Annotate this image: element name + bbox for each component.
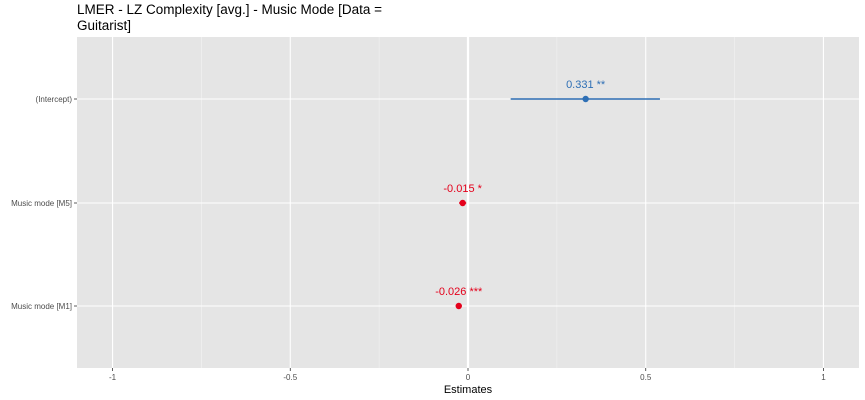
- estimate-point: [455, 302, 462, 310]
- estimate-label: 0.331 **: [566, 79, 606, 91]
- x-tick-label: -0.5: [283, 373, 297, 382]
- estimate-point: [459, 199, 466, 207]
- estimate-label: -0.026 ***: [435, 286, 483, 298]
- estimate-label: -0.015 *: [443, 183, 482, 195]
- y-tick-label: (Intercept): [36, 95, 73, 104]
- x-tick-label: 0: [466, 373, 471, 382]
- x-tick-label: -1: [109, 373, 117, 382]
- x-axis-title: Estimates: [444, 384, 493, 396]
- estimate-point: [582, 95, 589, 103]
- x-tick-label: 1: [821, 373, 826, 382]
- chart-title: LMER - LZ Complexity [avg.] - Music Mode…: [77, 2, 382, 33]
- x-tick-label: 0.5: [640, 373, 652, 382]
- y-tick-label: Music mode [M1]: [11, 302, 72, 311]
- y-tick-label: Music mode [M5]: [11, 199, 72, 208]
